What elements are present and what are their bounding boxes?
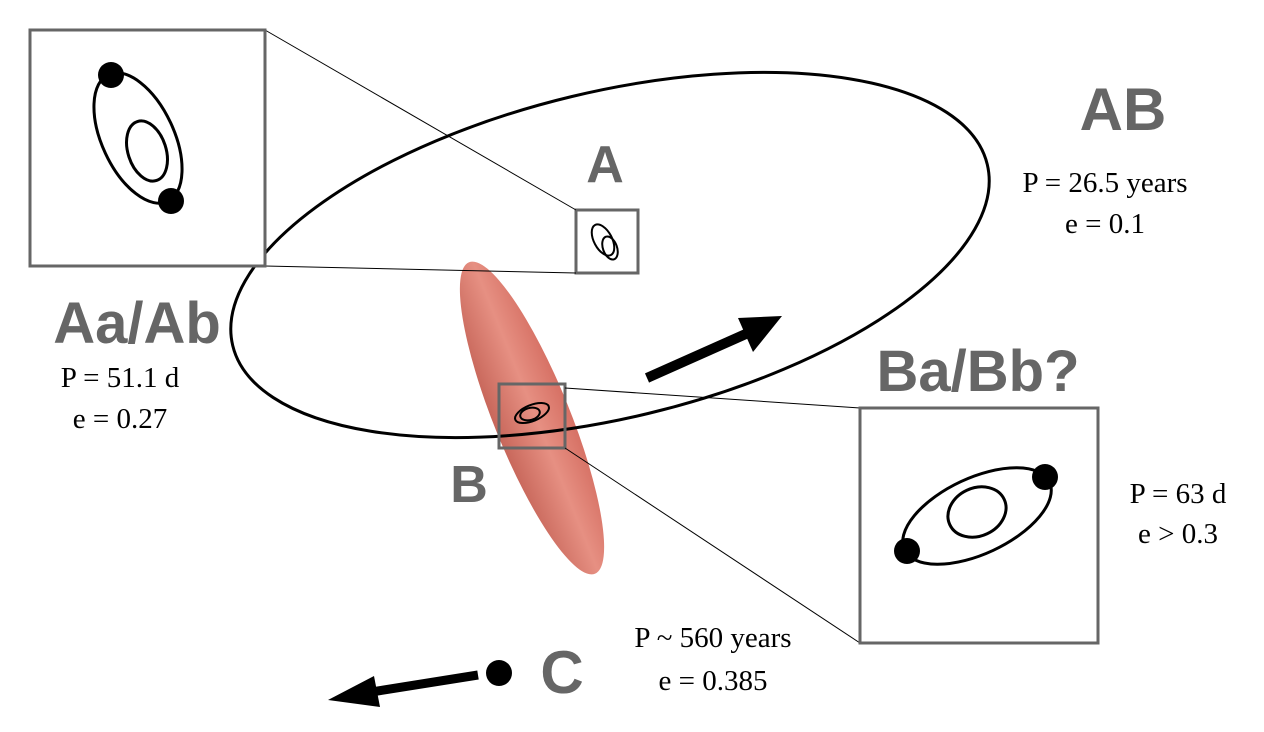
b-orbit-plane-ellipse bbox=[459, 261, 605, 575]
b-small-orbit-inner bbox=[519, 406, 541, 422]
babb-inset-box bbox=[858, 406, 1100, 645]
aaab-orbit-inner bbox=[125, 119, 169, 183]
babb-system-label: Ba/Bb? bbox=[877, 339, 1080, 404]
babb-period-text: P = 63 d bbox=[1130, 478, 1227, 510]
aaab-connector-bottom bbox=[264, 265, 577, 274]
ab-star-dot bbox=[158, 188, 184, 214]
babb-connector-bottom bbox=[564, 447, 861, 644]
b-component-label: B bbox=[450, 456, 488, 514]
aaab-inset-box bbox=[28, 28, 267, 268]
babb-orbit-inner bbox=[946, 485, 1008, 539]
ab-orbit-ellipse bbox=[229, 70, 991, 440]
aa-star-dot bbox=[98, 62, 124, 88]
c-star-dot bbox=[486, 660, 512, 686]
c-period-text: P ~ 560 years bbox=[634, 622, 791, 654]
aaab-system-label: Aa/Ab bbox=[53, 291, 221, 356]
bb-star-dot bbox=[1032, 464, 1058, 490]
ab-eccentricity-text: e = 0.1 bbox=[1065, 208, 1145, 240]
a-small-orbit-inner bbox=[601, 235, 619, 261]
b-small-orbit-outer bbox=[514, 401, 550, 425]
aaab-eccentricity-text: e = 0.27 bbox=[73, 403, 167, 435]
a-inset-locator-box bbox=[574, 208, 640, 275]
a-small-orbit-outer bbox=[590, 223, 616, 257]
ab-direction-arrow-head bbox=[738, 316, 782, 352]
b-inset-locator-box bbox=[497, 382, 567, 450]
ba-star-dot bbox=[894, 538, 920, 564]
babb-eccentricity-text: e > 0.3 bbox=[1138, 518, 1218, 550]
aaab-period-text: P = 51.1 d bbox=[61, 362, 180, 394]
c-direction-arrow-shaft bbox=[364, 670, 479, 698]
c-component-label: C bbox=[540, 639, 583, 706]
ab-period-text: P = 26.5 years bbox=[1022, 167, 1187, 199]
c-direction-arrow-head bbox=[328, 676, 380, 707]
aaab-connector-top bbox=[264, 29, 577, 211]
c-eccentricity-text: e = 0.385 bbox=[659, 665, 768, 697]
ab-system-label: AB bbox=[1080, 76, 1167, 143]
babb-connector-top bbox=[564, 387, 861, 409]
ab-direction-arrow-shaft bbox=[644, 328, 751, 383]
a-component-label: A bbox=[586, 136, 624, 194]
